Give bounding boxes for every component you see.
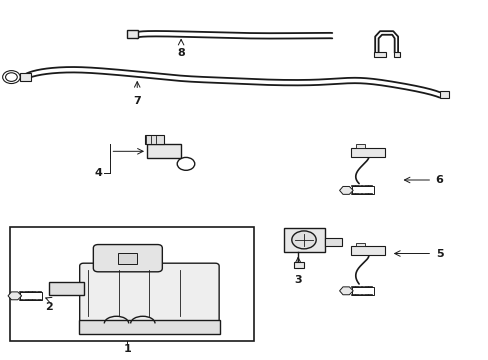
Text: 4: 4 (94, 168, 102, 178)
Bar (144, 135, 163, 144)
Polygon shape (339, 186, 352, 194)
Bar (350, 246, 384, 255)
Text: 8: 8 (177, 48, 184, 58)
Bar (283, 228, 325, 252)
Bar (10, 226, 254, 341)
Text: 1: 1 (123, 343, 131, 354)
Bar (351, 287, 373, 295)
Bar (439, 91, 448, 98)
FancyBboxPatch shape (80, 263, 219, 323)
Bar (293, 262, 303, 268)
Bar (355, 144, 365, 148)
Bar (325, 238, 341, 246)
Polygon shape (8, 292, 21, 300)
Bar (147, 144, 181, 158)
Text: 7: 7 (133, 96, 141, 106)
Polygon shape (339, 287, 352, 295)
FancyBboxPatch shape (93, 244, 162, 272)
Bar (355, 243, 365, 246)
Bar (373, 52, 385, 57)
Text: 3: 3 (294, 275, 301, 285)
Text: 5: 5 (435, 248, 443, 258)
Text: 2: 2 (45, 302, 53, 312)
Bar (20, 292, 42, 300)
Bar (393, 52, 399, 57)
Bar (118, 253, 137, 264)
Bar (20, 73, 31, 81)
Bar (127, 31, 138, 39)
Bar (79, 320, 220, 334)
Bar (49, 282, 83, 295)
Text: 6: 6 (435, 175, 443, 185)
Bar (350, 148, 384, 157)
Bar (351, 186, 373, 194)
Circle shape (291, 231, 316, 249)
